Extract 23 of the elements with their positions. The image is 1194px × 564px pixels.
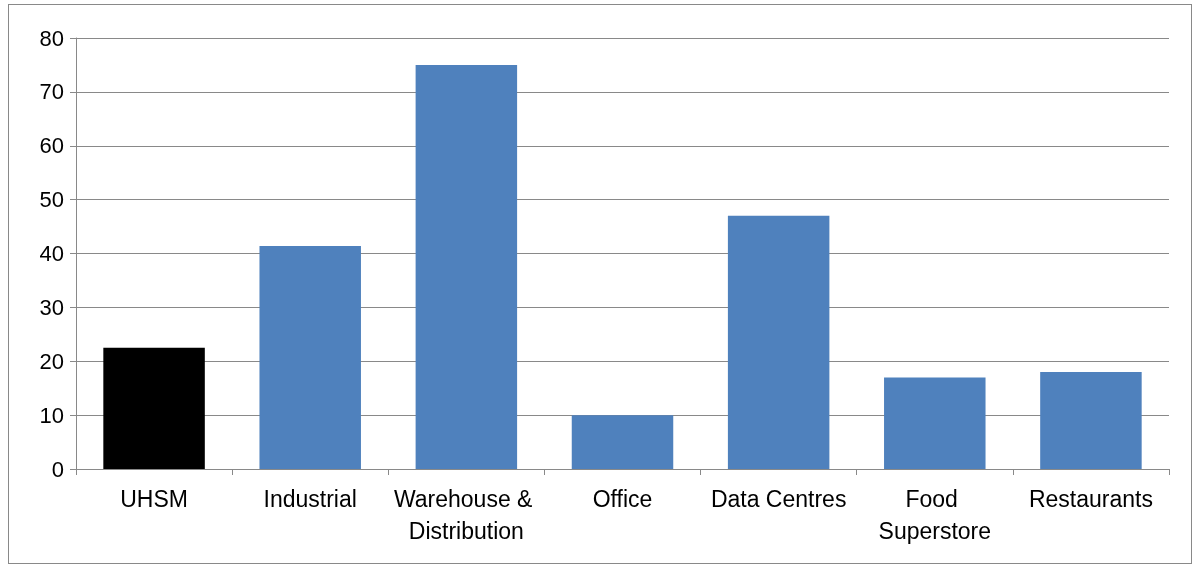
- y-tick-label: 70: [39, 79, 64, 105]
- y-tick-label: 20: [39, 348, 64, 374]
- y-tick-label: 10: [39, 402, 64, 428]
- x-tick-label: UHSM: [120, 486, 188, 512]
- y-tick-label: 30: [39, 294, 64, 320]
- y-tick-label: 0: [51, 456, 64, 482]
- bar: [259, 245, 361, 469]
- bar: [884, 377, 986, 469]
- y-tick-label: 60: [39, 133, 64, 159]
- y-tick-label: 50: [39, 187, 64, 213]
- y-tick-label: 40: [39, 241, 64, 266]
- bar: [571, 415, 674, 469]
- x-tick-label: Data Centres: [710, 486, 847, 512]
- x-tick-label: Office: [592, 486, 653, 512]
- x-tick-label: Food Superstore: [878, 486, 992, 544]
- x-tick-label: Industrial: [263, 486, 357, 512]
- y-tick-label: 80: [39, 25, 64, 51]
- bar: [103, 347, 205, 469]
- bar: [1040, 372, 1142, 469]
- bar: [415, 64, 518, 469]
- x-tick-label: Warehouse & Distribution: [393, 486, 539, 544]
- bar: [727, 215, 830, 469]
- x-tick-label: Restaurants: [1028, 486, 1153, 512]
